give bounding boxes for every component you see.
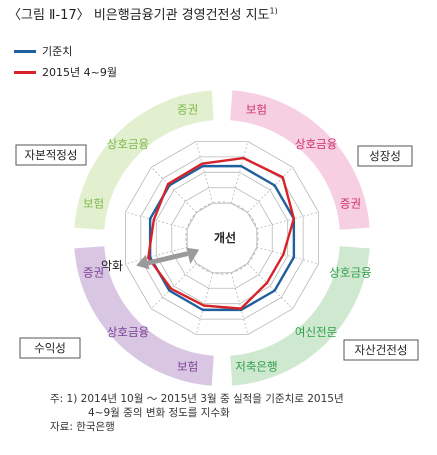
- grid-spoke-8: [125, 246, 188, 265]
- axis-label-0: 보험: [246, 103, 267, 117]
- direction-arrowhead-in: [186, 247, 200, 265]
- legend-item-current: 2015년 4~9월: [14, 64, 117, 80]
- band-asset-quality: [230, 246, 370, 386]
- center-label-worsen: 악화: [101, 259, 123, 273]
- radar-grid: [125, 141, 319, 335]
- axis-label-2: 증권: [340, 197, 361, 211]
- note-line-3: 자료: 한국은행: [50, 421, 115, 433]
- title-footnote-mark: 1): [269, 6, 278, 16]
- center-label-improve: 개선: [214, 230, 236, 245]
- axis-label-11: 증권: [177, 103, 198, 117]
- grid-spoke-2: [256, 211, 319, 230]
- group-label-growth: 성장성: [369, 149, 401, 163]
- direction-arrowhead-out: [136, 254, 150, 270]
- title-text: 〈그림 Ⅱ-17〉 비은행금융기관 경영건전성 지도: [8, 8, 270, 23]
- axis-label-8: 증권: [83, 265, 104, 279]
- note-line-1: 주: 1) 2014년 10월 ～ 2015년 3월 중 실적을 기준치로 20…: [50, 393, 344, 405]
- series-current: [147, 156, 296, 310]
- axis-label-9: 보험: [83, 197, 104, 211]
- grid-spoke-4: [247, 263, 293, 309]
- axis-label-3: 상호금융: [329, 265, 371, 279]
- band-growth: [230, 90, 370, 230]
- axis-label-7: 상호금융: [107, 325, 149, 339]
- axis-label-5: 저축은행: [235, 359, 277, 373]
- grid-spoke-5: [230, 272, 249, 335]
- legend-swatch-current: [14, 70, 36, 74]
- axis-label-6: 보험: [177, 359, 198, 373]
- legend-swatch-baseline: [14, 49, 36, 53]
- grid-inner-circle: [185, 201, 259, 275]
- grid-spoke-11: [195, 141, 214, 204]
- legend-label-current: 2015년 4~9월: [42, 66, 117, 79]
- group-label-asset-quality-box: [343, 339, 419, 361]
- notes: 주: 1) 2014년 10월 ～ 2015년 3월 중 실적을 기준치로 20…: [50, 392, 344, 434]
- grid-spoke-7: [151, 263, 197, 309]
- axis-label-1: 상호금융: [295, 137, 337, 151]
- group-label-capital-adequacy: 자본적정성: [25, 148, 78, 162]
- group-label-capital-adequacy-box: [15, 144, 87, 166]
- band-capital-adequacy: [74, 90, 214, 230]
- grid-spoke-1: [247, 167, 293, 213]
- grid-spoke-9: [125, 211, 188, 230]
- category-bands: [74, 90, 370, 386]
- axis-label-10: 상호금융: [107, 137, 149, 151]
- band-profitability: [74, 246, 214, 386]
- group-label-asset-quality: 자산건전성: [355, 343, 408, 357]
- group-label-growth-box: [357, 145, 413, 167]
- grid-spoke-10: [151, 167, 197, 213]
- group-label-profitability: 수익성: [34, 341, 66, 355]
- figure-title: 〈그림 Ⅱ-17〉 비은행금융기관 경영건전성 지도1): [8, 4, 278, 23]
- grid-spoke-0: [230, 141, 249, 204]
- series-layer: [147, 156, 296, 312]
- direction-arrow-shaft: [145, 251, 189, 266]
- group-label-profitability-box: [19, 337, 81, 359]
- grid-spoke-6: [195, 272, 214, 335]
- legend-label-baseline: 기준치: [42, 45, 73, 58]
- legend-item-baseline: 기준치: [14, 43, 72, 59]
- axis-label-4: 여신전문: [295, 325, 337, 339]
- grid-ring-4: [125, 141, 319, 335]
- note-line-2: 4~9월 중의 변화 정도를 지수화: [88, 407, 230, 419]
- grid-spoke-3: [256, 246, 319, 265]
